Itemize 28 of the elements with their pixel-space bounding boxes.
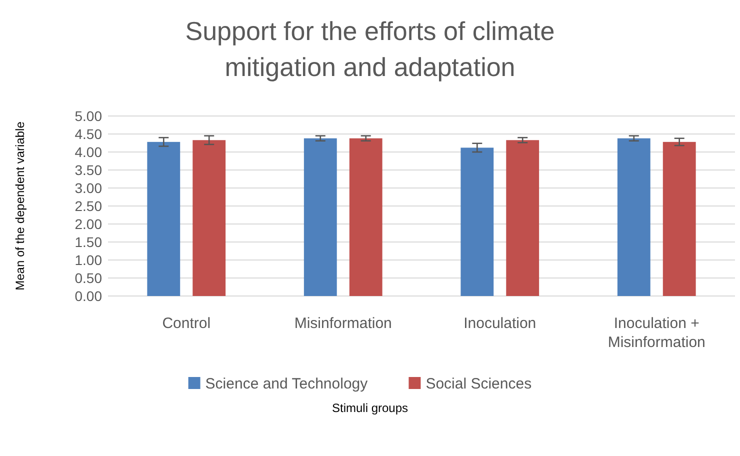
y-tick-label: 0.50 bbox=[74, 270, 102, 286]
bar bbox=[304, 138, 337, 296]
bar bbox=[506, 140, 540, 296]
x-tick-label: Inoculation bbox=[464, 315, 536, 332]
bar bbox=[192, 140, 226, 296]
legend-label: Science and Technology bbox=[205, 375, 368, 392]
y-tick-label: 4.00 bbox=[74, 144, 102, 160]
y-tick-label: 5.00 bbox=[74, 108, 102, 124]
y-tick-label: 2.00 bbox=[74, 216, 102, 232]
y-tick-label: 3.00 bbox=[74, 180, 102, 196]
y-axis-title: Mean of the dependent variable bbox=[13, 121, 27, 290]
x-tick-label: Inoculation + Misinformation bbox=[608, 315, 706, 351]
bar bbox=[147, 142, 180, 296]
y-tick-label: 1.00 bbox=[74, 252, 102, 268]
y-tick-label: 4.50 bbox=[74, 126, 102, 142]
y-tick-label: 2.50 bbox=[74, 198, 102, 214]
bar bbox=[460, 148, 494, 296]
x-tick-label: Control bbox=[162, 315, 211, 332]
x-tick-label: Misinformation bbox=[294, 315, 392, 332]
x-axis-title: Stimuli groups bbox=[332, 401, 408, 415]
y-tick-label: 0.00 bbox=[74, 288, 102, 304]
chart-title: Support for the efforts of climate mitigation and adaptation bbox=[185, 16, 555, 82]
bar bbox=[349, 138, 382, 296]
y-tick-label: 1.50 bbox=[74, 234, 102, 250]
legend-label: Social Sciences bbox=[426, 375, 532, 392]
bar bbox=[662, 142, 696, 296]
bar bbox=[617, 138, 650, 296]
y-tick-label: 3.50 bbox=[74, 162, 102, 178]
